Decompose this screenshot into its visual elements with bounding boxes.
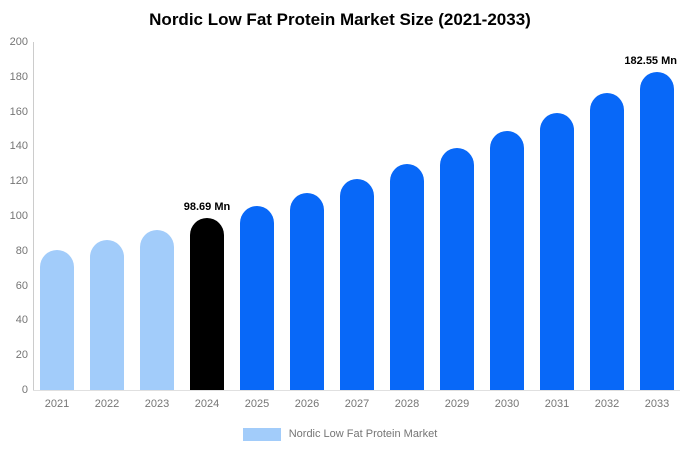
legend-label: Nordic Low Fat Protein Market bbox=[288, 428, 438, 440]
bar-2033 bbox=[640, 72, 674, 390]
bar-2023 bbox=[140, 229, 174, 390]
chart-title: Nordic Low Fat Protein Market Size (2021… bbox=[149, 10, 531, 29]
bar-2022 bbox=[90, 240, 124, 390]
y-axis-tick-label: 0 bbox=[21, 384, 28, 396]
y-axis-tick-label: 120 bbox=[9, 175, 28, 188]
y-axis-tick-label: 40 bbox=[15, 314, 28, 327]
bar-2032 bbox=[590, 93, 624, 390]
legend-swatch bbox=[242, 427, 281, 441]
bar-2027 bbox=[340, 179, 374, 390]
y-axis-tick-label: 60 bbox=[15, 279, 28, 292]
x-axis-label-2028: 2028 bbox=[394, 398, 420, 410]
x-axis-label-2023: 2023 bbox=[144, 398, 170, 410]
bar-2031 bbox=[540, 112, 574, 390]
bar-2024 bbox=[190, 218, 224, 390]
x-axis-label-2022: 2022 bbox=[94, 398, 120, 410]
x-axis-label-2027: 2027 bbox=[344, 398, 370, 410]
bar-2029 bbox=[440, 148, 474, 390]
data-label-2024: 98.69 Mn bbox=[183, 201, 231, 214]
x-axis-label-2031: 2031 bbox=[544, 398, 570, 410]
x-axis-label-2021: 2021 bbox=[44, 398, 70, 410]
x-axis-label-2026: 2026 bbox=[294, 398, 320, 410]
y-axis-tick-label: 160 bbox=[9, 105, 28, 118]
bar-2028 bbox=[390, 164, 424, 390]
x-axis-label-2029: 2029 bbox=[444, 398, 470, 410]
y-axis-line bbox=[33, 42, 34, 390]
y-axis-tick-label: 20 bbox=[15, 349, 28, 362]
data-label-2033: 182.55 Mn bbox=[624, 55, 677, 68]
bar-2026 bbox=[290, 193, 324, 390]
x-axis-label-2032: 2032 bbox=[594, 398, 620, 410]
bar-2030 bbox=[490, 131, 524, 390]
bar-2025 bbox=[240, 206, 274, 390]
y-axis-tick-label: 140 bbox=[9, 140, 28, 153]
y-axis-tick-label: 100 bbox=[9, 210, 28, 222]
x-axis-label-2030: 2030 bbox=[494, 398, 520, 410]
x-axis-label-2025: 2025 bbox=[244, 398, 270, 410]
x-axis-label-2024: 2024 bbox=[194, 398, 220, 410]
y-axis-tick-label: 80 bbox=[15, 244, 28, 257]
y-axis-tick-label: 200 bbox=[9, 36, 28, 48]
bar-2021 bbox=[40, 250, 74, 390]
legend: Nordic Low Fat Protein Market bbox=[0, 424, 680, 444]
x-baseline bbox=[33, 390, 680, 391]
y-axis-tick-label: 180 bbox=[9, 70, 28, 83]
x-axis-label-2033: 2033 bbox=[644, 398, 670, 410]
